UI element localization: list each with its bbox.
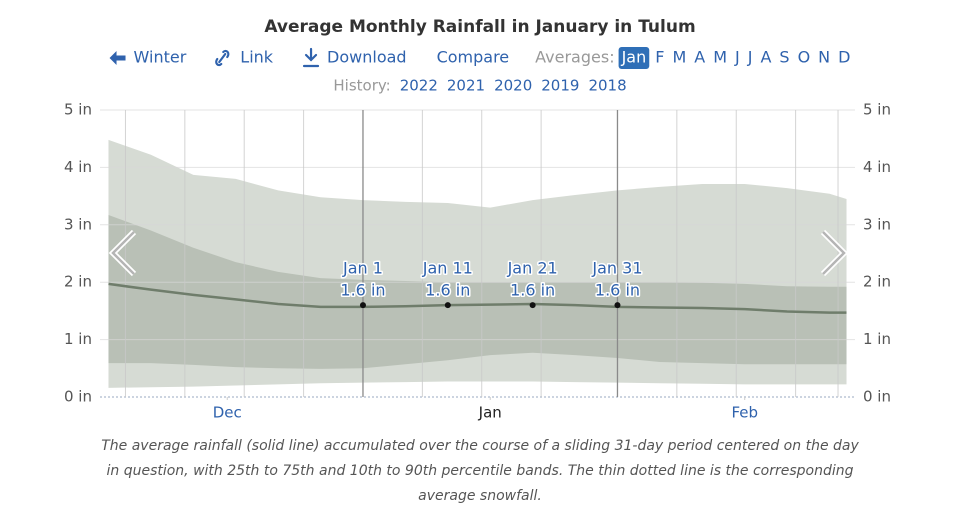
month-link[interactable]: S bbox=[779, 48, 789, 67]
history-year[interactable]: 2021 bbox=[447, 77, 485, 95]
y-tick-label: 4 in bbox=[64, 158, 92, 176]
month-link[interactable]: J bbox=[734, 48, 740, 67]
caption: The average rainfall (solid line) accumu… bbox=[101, 438, 859, 504]
y-tick-label: 3 in bbox=[64, 215, 92, 233]
nav-compare[interactable]: Compare bbox=[437, 48, 510, 67]
annotation-dot bbox=[359, 302, 366, 309]
month-link[interactable]: N bbox=[818, 48, 830, 67]
average-line bbox=[108, 282, 847, 314]
history-year[interactable]: 2022 bbox=[400, 77, 438, 95]
month-link[interactable]: M bbox=[713, 48, 727, 67]
selected-month-bg bbox=[618, 47, 650, 69]
y-tick-label-right: 4 in bbox=[863, 158, 891, 176]
caption-line: average snowfall. bbox=[418, 488, 542, 504]
month-link[interactable]: O bbox=[798, 48, 811, 67]
annotation-value: 1.6 in bbox=[510, 281, 555, 300]
nav-bar: Winter Link Download Compare Averages: Jan F M A… bbox=[109, 47, 850, 69]
month-link[interactable]: F bbox=[655, 48, 664, 67]
annotation-date: Jan 11 bbox=[422, 259, 473, 278]
month-link[interactable]: D bbox=[838, 48, 850, 67]
month-link[interactable]: A bbox=[760, 48, 771, 67]
month-link[interactable]: A bbox=[694, 48, 705, 67]
prev-arrow[interactable] bbox=[111, 231, 135, 275]
history-year[interactable]: 2020 bbox=[494, 77, 532, 95]
y-tick-label-right: 0 in bbox=[863, 388, 891, 406]
nav-winter[interactable]: Winter bbox=[134, 48, 187, 67]
y-tick-label-right: 3 in bbox=[863, 215, 891, 233]
caption-line: The average rainfall (solid line) accumu… bbox=[101, 438, 859, 454]
x-tick-label: Feb bbox=[731, 404, 758, 422]
y-tick-label-right: 5 in bbox=[863, 101, 891, 119]
y-tick-label: 2 in bbox=[64, 273, 92, 291]
annotation-value: 1.6 in bbox=[340, 281, 385, 300]
annotation-dot bbox=[444, 302, 451, 309]
next-arrow[interactable] bbox=[822, 231, 846, 275]
annotation-date: Jan 1 bbox=[342, 259, 383, 278]
download-icon bbox=[302, 47, 320, 68]
history-bar: History: 2022 2021 2020 2019 2018 bbox=[333, 77, 626, 95]
month-link[interactable]: M bbox=[672, 48, 686, 67]
annotation-dot bbox=[529, 302, 536, 309]
history-year[interactable]: 2019 bbox=[541, 77, 579, 95]
nav-averages-label: Averages: bbox=[535, 48, 614, 67]
x-tick-label: Dec bbox=[213, 404, 242, 422]
y-tick-label-right: 2 in bbox=[863, 273, 891, 291]
percentile-band bbox=[108, 215, 847, 369]
month-link[interactable]: Jan bbox=[621, 48, 647, 67]
x-tick-label: Jan bbox=[478, 404, 502, 422]
annotation-value: 1.6 in bbox=[595, 281, 640, 300]
y-tick-label-right: 1 in bbox=[863, 330, 891, 348]
y-tick-label: 5 in bbox=[64, 101, 92, 119]
annotation-date: Jan 21 bbox=[507, 259, 558, 278]
y-tick-label: 0 in bbox=[64, 388, 92, 406]
annotation-dot bbox=[614, 302, 621, 309]
history-year[interactable]: 2018 bbox=[588, 77, 626, 95]
caption-line: in question, with 25th to 75th and 10th … bbox=[106, 463, 853, 479]
back-icon bbox=[109, 51, 126, 65]
link-icon bbox=[215, 49, 230, 67]
history-label: History: bbox=[333, 77, 390, 95]
plot: 0 in 0 in 1 in 1 in 2 in 2 in 3 in 3 in 4 in 4 in… bbox=[64, 101, 891, 422]
nav-link[interactable]: Link bbox=[240, 48, 274, 67]
annotation-date: Jan 31 bbox=[591, 259, 642, 278]
chart-title: Average Monthly Rainfall in January in T… bbox=[264, 17, 695, 37]
nav-download[interactable]: Download bbox=[327, 48, 407, 67]
annotation-value: 1.6 in bbox=[425, 281, 470, 300]
y-tick-label: 1 in bbox=[64, 330, 92, 348]
month-link[interactable]: J bbox=[747, 48, 753, 67]
